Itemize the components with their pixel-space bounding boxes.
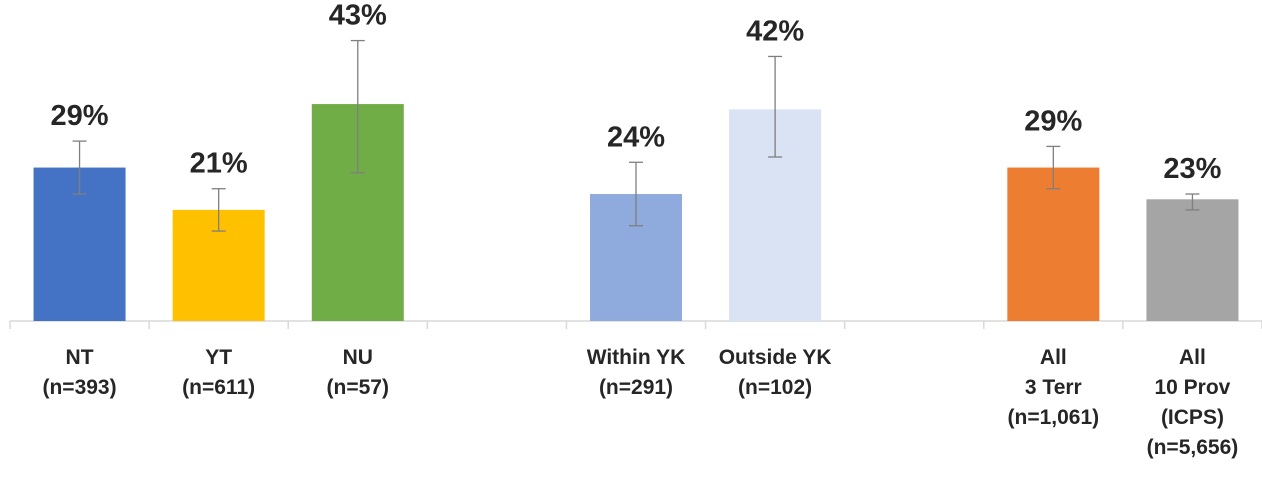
bar (1146, 199, 1239, 321)
category-labels: NT (n=393) YT (n=611) NU (n=57) Within YK (n=29… (42, 346, 1238, 459)
category-label: Within YK (587, 346, 686, 369)
category-label: (n=5,656) (1147, 436, 1239, 459)
value-label: 42% (746, 15, 804, 47)
category-label: (n=57) (327, 376, 389, 399)
value-label: 43% (329, 0, 387, 32)
value-labels: 29% 21% 43% 24% 42% 29% 23% (51, 0, 1222, 185)
error-bars (72, 39, 1200, 232)
bar (1007, 167, 1100, 321)
category-label: All (1040, 346, 1067, 369)
x-axis (9, 320, 1262, 329)
category-label: 3 Terr (1025, 376, 1082, 399)
category-label: (n=102) (738, 376, 812, 399)
category-label: (n=1,061) (1008, 406, 1100, 429)
value-label: 21% (190, 148, 248, 180)
category-label: (ICPS) (1161, 406, 1224, 429)
value-label: 24% (607, 121, 665, 153)
value-label: 29% (51, 100, 109, 132)
category-label: Outside YK (719, 346, 832, 369)
category-label: NU (343, 346, 373, 369)
category-label: YT (205, 346, 232, 369)
category-label: (n=393) (42, 376, 116, 399)
category-label: (n=291) (599, 376, 673, 399)
category-label: 10 Prov (1154, 376, 1230, 399)
category-label: (n=611) (182, 376, 255, 399)
value-label: 29% (1024, 105, 1082, 137)
category-label: All (1179, 346, 1206, 369)
category-label: NT (66, 346, 94, 369)
value-label: 23% (1163, 153, 1221, 185)
